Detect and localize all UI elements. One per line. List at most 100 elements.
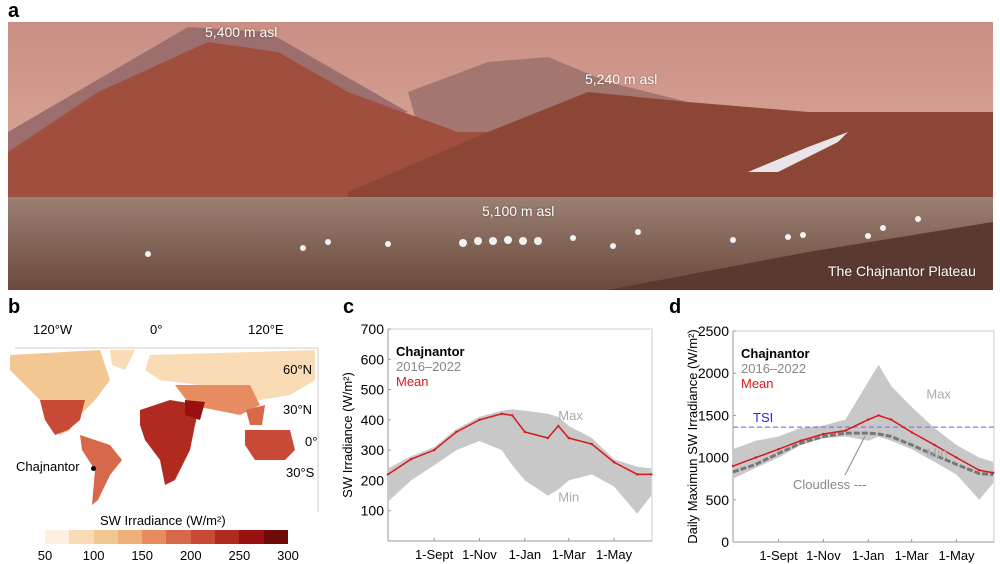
mean-point	[992, 471, 995, 474]
mean-point	[933, 443, 936, 447]
lat-tick: 0°	[305, 434, 318, 449]
lon-tick: 120°E	[248, 322, 284, 337]
mean-point	[546, 436, 550, 440]
legend-site: Chajnantor	[741, 346, 810, 361]
y-tick-label: 200	[361, 472, 385, 488]
mean-point	[432, 448, 436, 452]
colorbar-tick-label: 100	[82, 548, 105, 563]
plateau-photo	[8, 22, 993, 290]
mean-point	[889, 418, 893, 421]
x-tick-label: 1-Nov	[806, 548, 841, 563]
series-cloudless-line	[732, 431, 994, 476]
y-tick-label: 500	[361, 382, 385, 398]
lat-tick: 60°N	[283, 362, 313, 377]
mean-point	[455, 430, 458, 434]
lon-tick: 120°W	[33, 322, 73, 337]
mean-point	[500, 412, 503, 415]
y-tick-label: 1500	[698, 407, 729, 423]
colorbar	[45, 530, 288, 544]
cloudless-arrow	[844, 435, 866, 476]
mean-point	[867, 418, 870, 421]
legend-mean: Mean	[741, 376, 774, 391]
colorbar-cell	[45, 530, 70, 544]
legend-period: 2016–2022	[741, 361, 806, 376]
irradiance-map	[10, 347, 319, 512]
series-mean-line	[732, 414, 994, 474]
colorbar-cell	[93, 530, 118, 544]
y-tick-label: 700	[361, 321, 385, 337]
colorbar-tick-label: 200	[179, 548, 202, 563]
y-tick-label: 1000	[698, 450, 729, 466]
elevation-label-5240: 5,240 m asl	[585, 71, 658, 87]
chart-c: 100 200 300 400 500 600 700 1-Sept 1-Nov 1-Jan 1-M…	[340, 321, 653, 562]
y-tick-label: 400	[361, 412, 385, 428]
mean-point	[523, 430, 527, 434]
mean-point	[557, 424, 560, 428]
min-label: Min	[558, 490, 579, 505]
mean-point	[567, 436, 570, 440]
mean-point	[386, 473, 390, 476]
mean-point	[478, 418, 481, 422]
mean-point	[978, 469, 981, 472]
colorbar-tick-label: 250	[228, 548, 251, 563]
mean-point	[650, 473, 653, 476]
x-tick-label: 1-Nov	[462, 547, 497, 562]
panel-d-label: d	[669, 296, 682, 318]
y-axis-label: SW Irradiance (W/m²)	[340, 372, 355, 498]
y-tick-label: 2500	[698, 323, 729, 339]
x-tick-label: 1-Sept	[759, 548, 798, 563]
x-tick-label: 1-May	[596, 547, 633, 562]
tsi-label: TSI	[753, 410, 773, 425]
max-label: Max	[558, 408, 583, 423]
mean-point	[635, 473, 639, 476]
chart-d: 0 500 1000 1500 2000 2500 1-Sept 1-Nov 1-Jan 1-Ma…	[685, 323, 995, 563]
x-tick-label: 1-May	[938, 548, 975, 563]
legend-mean: Mean	[396, 374, 429, 389]
y-tick-label: 100	[361, 503, 385, 519]
max-label: Max	[926, 387, 951, 402]
y-tick-label: 2000	[698, 365, 729, 381]
colorbar-cell	[190, 530, 216, 544]
colorbar-ticks: 50 100 150 200 250 300	[0, 548, 330, 564]
mean-point	[612, 461, 616, 464]
colorbar-title: SW Irradiance (W/m²)	[100, 513, 226, 528]
lat-tick: 30°N	[283, 402, 313, 417]
panel-b-label: b	[8, 296, 21, 318]
legend-site: Chajnantor	[396, 344, 465, 359]
mean-point	[409, 458, 413, 461]
colorbar-tick-label: 150	[131, 548, 154, 563]
x-tick-label: 1-Jan	[852, 548, 885, 563]
mean-point	[799, 439, 802, 442]
colorbar-cell	[69, 530, 94, 544]
y-tick-label: 600	[361, 351, 385, 367]
mean-point	[754, 456, 757, 459]
lat-tick: 30°S	[286, 465, 315, 480]
y-tick-label: 0	[721, 534, 729, 550]
mean-point	[910, 431, 913, 434]
colorbar-cell	[117, 530, 143, 544]
site-marker	[91, 466, 96, 471]
y-tick-label: 500	[706, 492, 730, 508]
mean-point	[510, 414, 514, 417]
colorbar-cell	[215, 530, 240, 544]
min-label: Min	[926, 446, 947, 461]
site-label: Chajnantor	[16, 459, 80, 474]
colorbar-tick-label: 50	[37, 548, 53, 563]
legend-period: 2016–2022	[396, 359, 461, 374]
mean-point	[822, 432, 825, 436]
mean-point	[777, 447, 780, 451]
min-max-band	[388, 409, 652, 514]
mean-point	[877, 414, 880, 417]
x-tick-label: 1-Mar	[895, 548, 930, 563]
mean-point	[955, 456, 958, 459]
mean-point	[590, 442, 593, 446]
x-tick-label: 1-Sept	[415, 547, 454, 562]
elevation-label-5100: 5,100 m asl	[482, 203, 555, 219]
colorbar-cell	[239, 530, 264, 544]
colorbar-cell	[263, 530, 288, 544]
y-axis-label: Daily Maximun SW Irradiance (W/m²)	[685, 329, 700, 544]
colorbar-cell	[166, 530, 191, 544]
colorbar-tick-label: 300	[277, 548, 299, 563]
elevation-label-5400: 5,400 m asl	[205, 24, 278, 40]
lon-tick: 0°	[150, 322, 163, 337]
